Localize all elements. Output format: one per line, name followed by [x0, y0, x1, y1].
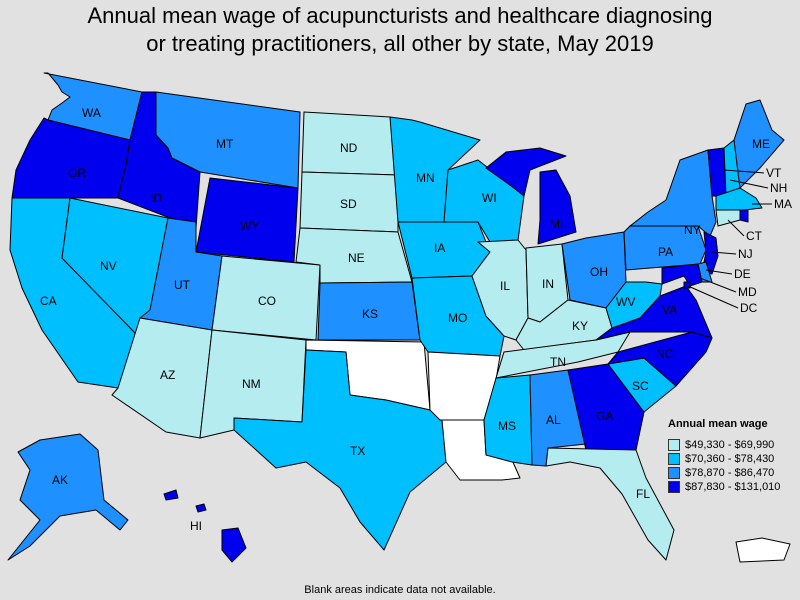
- label-ny: NY: [684, 223, 701, 237]
- label-wa: WA: [82, 106, 101, 120]
- map-title-line1: Annual mean wage of acupuncturists and h…: [87, 3, 713, 28]
- leader-lines: [687, 169, 772, 309]
- label-ca: CA: [40, 294, 57, 308]
- label-ut: UT: [174, 278, 191, 292]
- label-mn: MN: [416, 171, 435, 185]
- label-me: ME: [752, 137, 770, 151]
- label-nv: NV: [100, 259, 117, 273]
- label-mt: MT: [216, 137, 234, 151]
- label-in: IN: [542, 277, 554, 291]
- legend-swatch-3: [668, 481, 680, 493]
- map-title-line2: or treating practitioners, all other by …: [146, 31, 654, 56]
- label-tn: TN: [550, 355, 566, 369]
- footnote: Blank areas indicate data not available.: [304, 584, 496, 596]
- legend-item: $49,330 - $69,990: [668, 438, 798, 452]
- label-wi: WI: [482, 191, 497, 205]
- label-or: OR: [68, 166, 86, 180]
- state-dc[interactable]: [683, 281, 691, 289]
- label-nd: ND: [340, 141, 358, 155]
- label-ma: MA: [774, 197, 792, 211]
- label-ia: IA: [434, 241, 445, 255]
- label-nh: NH: [770, 181, 787, 195]
- legend-label: $87,830 - $131,010: [685, 481, 781, 493]
- legend-label: $78,870 - $86,470: [685, 467, 775, 479]
- state-fl[interactable]: [545, 447, 675, 561]
- label-md: MD: [738, 285, 757, 299]
- label-de: DE: [734, 267, 751, 281]
- label-fl: FL: [636, 487, 650, 501]
- label-wv: WV: [616, 295, 635, 309]
- label-il: IL: [500, 279, 510, 293]
- legend-swatch-0: [668, 439, 680, 451]
- state-ct[interactable]: [715, 209, 741, 227]
- map-legend: Annual mean wage $49,330 - $69,990 $70,3…: [668, 418, 798, 494]
- label-ak: AK: [52, 473, 68, 487]
- label-nm: NM: [242, 377, 261, 391]
- label-co: CO: [258, 294, 276, 308]
- label-oh: OH: [590, 265, 608, 279]
- legend-label: $70,360 - $78,430: [685, 453, 775, 465]
- state-hi[interactable]: [163, 489, 247, 563]
- label-ms: MS: [498, 419, 516, 433]
- state-md[interactable]: [661, 263, 703, 287]
- label-ga: GA: [596, 409, 613, 423]
- state-ny[interactable]: [629, 149, 717, 237]
- state-mt[interactable]: [155, 91, 301, 189]
- label-wy: WY: [240, 219, 259, 233]
- state-wv[interactable]: [605, 281, 663, 329]
- state-il[interactable]: [471, 239, 529, 341]
- label-nj: NJ: [738, 247, 753, 261]
- map-title: Annual mean wage of acupuncturists and h…: [0, 2, 800, 58]
- state-ak[interactable]: [7, 433, 129, 561]
- label-id: ID: [150, 191, 162, 205]
- state-wa[interactable]: [43, 72, 143, 141]
- legend-swatch-2: [668, 467, 680, 479]
- label-mi: MI: [550, 217, 563, 231]
- state-wy[interactable]: [195, 177, 299, 263]
- state-mi[interactable]: [485, 147, 577, 245]
- label-al: AL: [546, 413, 561, 427]
- label-sc: SC: [632, 379, 649, 393]
- label-ks: KS: [362, 307, 378, 321]
- label-pa: PA: [658, 245, 673, 259]
- legend-label: $49,330 - $69,990: [685, 439, 775, 451]
- state-ga[interactable]: [567, 363, 645, 451]
- state-ri[interactable]: [739, 209, 749, 223]
- label-az: AZ: [160, 368, 175, 382]
- label-vt: VT: [766, 166, 782, 180]
- label-nc: NC: [656, 347, 674, 361]
- legend-item: $87,830 - $131,010: [668, 480, 798, 494]
- label-tx: TX: [350, 444, 365, 458]
- label-hi: HI: [190, 519, 202, 533]
- legend-title: Annual mean wage: [668, 418, 768, 430]
- label-va: VA: [662, 303, 677, 317]
- label-ct: CT: [746, 229, 763, 243]
- state-tx[interactable]: [233, 349, 447, 551]
- label-sd: SD: [340, 197, 357, 211]
- state-me[interactable]: [733, 99, 785, 189]
- legend-swatch-1: [668, 453, 680, 465]
- legend-item: $70,360 - $78,430: [668, 452, 798, 466]
- label-dc: DC: [740, 301, 758, 315]
- legend-item: $78,870 - $86,470: [668, 466, 798, 480]
- label-ne: NE: [348, 251, 365, 265]
- state-labels: WA OR CA ID NV MT WY UT AZ CO NM ND SD N…: [40, 106, 792, 533]
- state-pr[interactable]: [735, 537, 791, 563]
- label-ky: KY: [572, 319, 588, 333]
- label-mo: MO: [448, 311, 467, 325]
